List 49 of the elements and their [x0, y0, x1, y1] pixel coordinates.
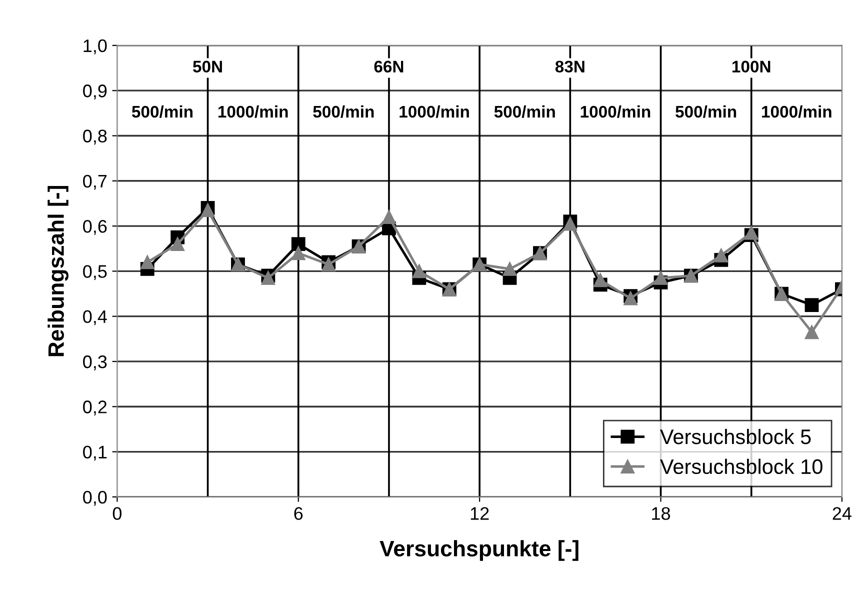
- y-tick-label: 0,5: [83, 265, 107, 280]
- point: [291, 237, 306, 252]
- legend-label: Versuchsblock 10: [660, 458, 822, 474]
- point: [804, 325, 819, 340]
- y-tick-label: 0,0: [83, 490, 107, 506]
- annotation: 1000/min: [762, 105, 832, 118]
- y-tick-label: 0,4: [83, 310, 107, 326]
- annotation: 500/min: [494, 105, 555, 118]
- y-tick-label: 0,8: [83, 130, 107, 145]
- point: [291, 246, 306, 260]
- annotation: 1000/min: [400, 105, 469, 118]
- annotation: 83N: [555, 60, 584, 73]
- point: [563, 216, 578, 231]
- x-tick-label: 18: [652, 507, 670, 520]
- y-tick-label: 0,7: [83, 174, 107, 190]
- x-tick-label: 24: [832, 507, 852, 520]
- annotation: 66N: [374, 60, 404, 72]
- y-tick-label: 0,3: [83, 355, 107, 370]
- y-tick-label: 0,6: [83, 220, 107, 235]
- x-tick-label: 0: [112, 507, 122, 520]
- y-tick-label: 1,0: [84, 39, 107, 54]
- point: [744, 226, 758, 240]
- annotation: 500/min: [313, 105, 374, 118]
- annotation: 1000/min: [218, 105, 288, 118]
- point: [261, 271, 276, 285]
- y-tick-label: 0,2: [83, 400, 107, 416]
- y-tick-label: 0,9: [83, 84, 107, 100]
- point: [502, 262, 517, 276]
- x-tick-label: 12: [470, 507, 489, 520]
- x-axis-title: Versuchspunkte [-]: [380, 540, 578, 561]
- point: [654, 271, 668, 285]
- y-axis-title: Reibungszahl [-]: [48, 186, 68, 356]
- point: [170, 237, 185, 252]
- annotation: 100N: [732, 60, 770, 72]
- point: [412, 264, 426, 278]
- point: [593, 273, 608, 288]
- point: [200, 203, 215, 218]
- annotation: 500/min: [132, 105, 192, 118]
- legend-label: Versuchsblock 5: [660, 428, 811, 444]
- point: [714, 248, 728, 262]
- point: [804, 298, 819, 312]
- annotation: 50N: [193, 60, 222, 72]
- point: [140, 255, 154, 270]
- annotation: 500/min: [676, 105, 736, 118]
- y-tick-label: 0,1: [83, 446, 107, 461]
- x-tick-label: 6: [294, 507, 303, 520]
- point: [624, 291, 638, 306]
- annotation: 1000/min: [580, 105, 650, 118]
- point: [382, 210, 396, 224]
